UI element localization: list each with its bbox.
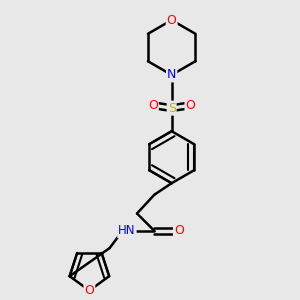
Text: O: O xyxy=(148,99,158,112)
Text: O: O xyxy=(174,224,184,237)
Text: HN: HN xyxy=(118,224,136,237)
Text: N: N xyxy=(167,68,176,81)
Text: O: O xyxy=(84,284,94,297)
Text: O: O xyxy=(167,14,177,27)
Text: S: S xyxy=(168,102,176,115)
Text: O: O xyxy=(185,99,195,112)
